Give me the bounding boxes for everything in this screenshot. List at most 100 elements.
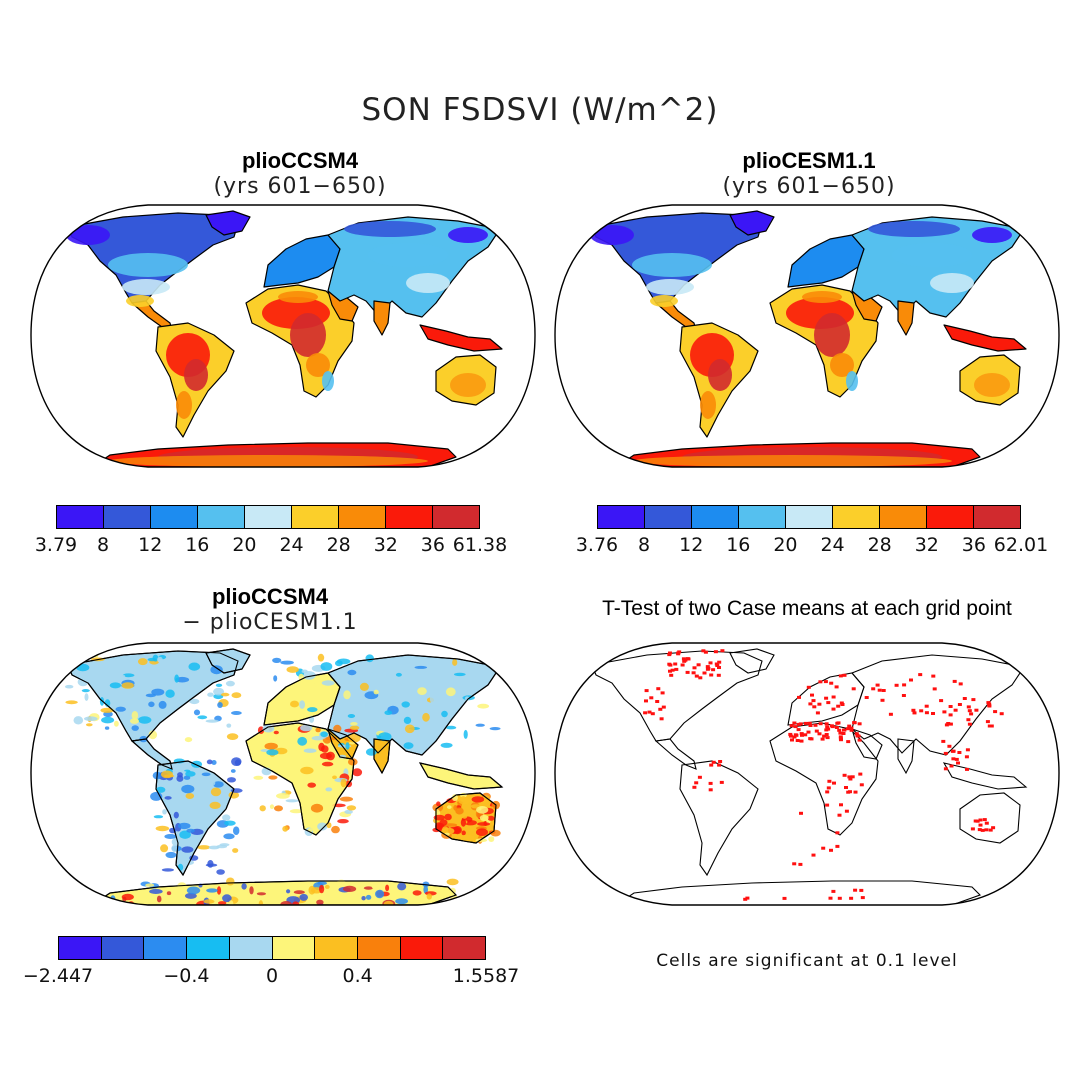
panel3-field-patch bbox=[272, 657, 282, 663]
panel3-field-patch bbox=[197, 715, 208, 720]
panel4-significant-cell bbox=[714, 662, 719, 666]
panel4-significant-cell bbox=[807, 721, 812, 725]
panel4-significant-cell bbox=[951, 757, 956, 761]
panel3-coastline bbox=[155, 760, 235, 877]
panel3-field-patch bbox=[181, 846, 194, 853]
panel2-colorbar-tick-label: 28 bbox=[867, 534, 892, 556]
panel2-field-patch bbox=[632, 455, 952, 467]
panel3-field-patch bbox=[451, 794, 458, 802]
panel4-significant-cell bbox=[696, 663, 701, 667]
panel1-colorbar-swatch bbox=[151, 506, 198, 528]
panel3-field-patch bbox=[385, 884, 390, 892]
panel4-significant-cell bbox=[818, 722, 823, 726]
panel4-significant-cell bbox=[943, 767, 948, 771]
panel3-field-patch bbox=[212, 781, 224, 788]
panel4-significant-cell bbox=[808, 724, 813, 727]
panel3-field-patch bbox=[231, 757, 242, 766]
panel3-field-patch bbox=[155, 825, 170, 832]
panel1-field-patch bbox=[108, 253, 188, 277]
panel2-colorbar-tick-label: 3.76 bbox=[575, 534, 619, 556]
panel4-significant-cell bbox=[931, 674, 936, 678]
panel2-colorbar-swatch bbox=[598, 506, 645, 528]
panel3-field-patch bbox=[176, 775, 184, 782]
panel3-field-patch bbox=[231, 692, 242, 699]
panel3-field-patch bbox=[73, 716, 84, 725]
panel3-field-patch bbox=[106, 688, 115, 692]
panel4-significant-cell bbox=[821, 846, 826, 850]
panel3-field-patch bbox=[152, 654, 159, 662]
panel1-colorbar-swatch bbox=[386, 506, 433, 528]
panel1-landmass-greenland bbox=[205, 210, 251, 236]
panel1-colorbar-swatch bbox=[292, 506, 339, 528]
panel4-map bbox=[554, 642, 1060, 906]
panel2-field-patch bbox=[802, 291, 842, 303]
panel3-field-patch bbox=[224, 820, 236, 826]
panel1-field-patch bbox=[108, 455, 428, 467]
panel4-significant-cell bbox=[842, 728, 847, 732]
panel3-field-patch bbox=[189, 698, 200, 705]
panel3-field-patch bbox=[325, 787, 333, 792]
panel4-significant-cell bbox=[799, 739, 804, 743]
panel3-field-patch bbox=[208, 845, 220, 850]
panel3-field-patch bbox=[201, 796, 207, 803]
panel3-field-patch bbox=[479, 814, 489, 822]
panel4-significant-cell bbox=[650, 712, 655, 716]
panel3-field-patch bbox=[301, 669, 308, 674]
panel3-field-patch bbox=[160, 844, 169, 853]
panel4-significant-cell bbox=[849, 728, 854, 732]
panel3-field-patch bbox=[138, 716, 152, 724]
panel3-field-patch bbox=[222, 814, 231, 821]
panel3-field-patch bbox=[183, 775, 191, 780]
panel4-significant-cell bbox=[824, 733, 829, 736]
panel3-field-patch bbox=[241, 883, 247, 890]
panel4-significant-cell bbox=[708, 661, 713, 665]
panel3-field-patch bbox=[303, 748, 317, 753]
panel3-field-patch bbox=[205, 719, 219, 723]
panel3-field-patch bbox=[348, 758, 358, 766]
panel4-significant-cell bbox=[991, 826, 996, 830]
panel3-field-patch bbox=[164, 796, 172, 800]
panel4-significant-cell bbox=[894, 683, 899, 687]
panel3-field-patch bbox=[475, 723, 485, 727]
panel3-field-patch bbox=[171, 844, 178, 853]
panel3-field-patch bbox=[329, 802, 335, 809]
panel3-field-patch bbox=[332, 775, 337, 780]
panel3-field-patch bbox=[453, 805, 458, 811]
panel3-colorbar-tick-label: 1.5587 bbox=[452, 965, 520, 987]
panel3-field-patch bbox=[209, 801, 221, 809]
panel3-field-patch bbox=[115, 706, 126, 712]
panel4-significant-cell bbox=[826, 701, 831, 705]
panel1-landmass-india bbox=[373, 300, 391, 336]
panel3-field-patch bbox=[460, 818, 466, 827]
panel4-significant-cell bbox=[880, 698, 885, 702]
panel3-field-patch bbox=[165, 851, 177, 859]
panel4-significant-cell bbox=[846, 727, 850, 731]
panel4-significant-cell bbox=[852, 721, 857, 725]
panel1-map bbox=[30, 204, 536, 468]
panel4-significant-cell bbox=[951, 749, 956, 753]
panel4-significant-cell bbox=[806, 730, 811, 734]
panel4-significant-cell bbox=[813, 723, 818, 727]
panel3-field-patch bbox=[259, 805, 266, 812]
panel2-field-patch bbox=[846, 371, 858, 391]
panel3-field-patch bbox=[186, 828, 195, 833]
panel2-field-patch bbox=[814, 313, 850, 357]
panel1-field-patch bbox=[406, 273, 450, 293]
panel4-significant-cell bbox=[993, 710, 998, 714]
panel3-field-patch bbox=[131, 725, 139, 731]
panel3-field-patch bbox=[363, 886, 374, 890]
panel4-significant-cell bbox=[838, 674, 843, 678]
panel4-significant-cell bbox=[674, 667, 679, 671]
panel2-colorbar-swatch bbox=[880, 506, 927, 528]
panel4-significant-cell bbox=[827, 779, 832, 783]
panel4-significant-cell bbox=[798, 862, 803, 866]
panel3-field-patch bbox=[173, 811, 179, 819]
panel3-field-patch bbox=[312, 677, 320, 684]
panel1-map-border bbox=[30, 204, 536, 468]
panel2-field-patch bbox=[930, 273, 974, 293]
panel2-title: plioCESM1.1 bbox=[742, 148, 876, 173]
panel3-field-patch bbox=[151, 688, 165, 696]
panel4-significant-cell bbox=[838, 735, 843, 739]
panel3-field-patch bbox=[264, 742, 278, 750]
panel1-subtitle: (yrs 601−650) bbox=[213, 174, 387, 199]
